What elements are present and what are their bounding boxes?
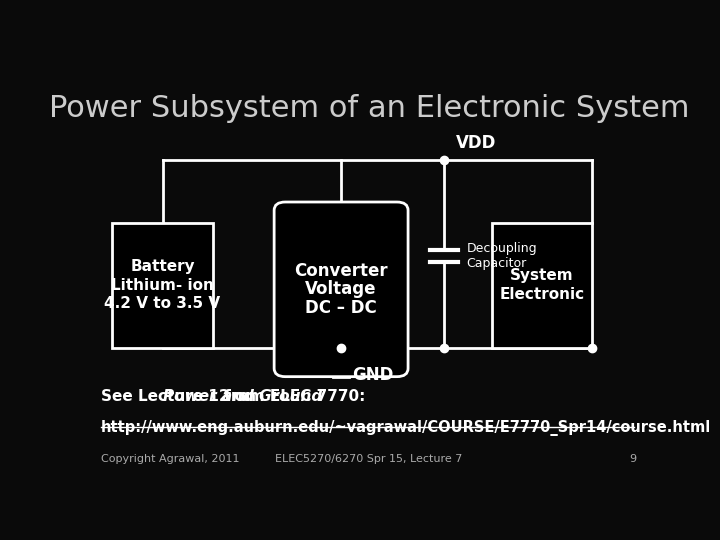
Text: VDD: VDD [456, 134, 496, 152]
Text: Power and Ground: Power and Ground [163, 389, 323, 404]
Bar [112, 223, 213, 348]
Text: Lithium- ion: Lithium- ion [111, 278, 214, 293]
Text: Decoupling
Capacitor: Decoupling Capacitor [467, 242, 537, 270]
Text: GND: GND [352, 366, 394, 383]
Text: DC – DC: DC – DC [305, 299, 377, 317]
Text: ELEC5270/6270 Spr 15, Lecture 7: ELEC5270/6270 Spr 15, Lecture 7 [275, 454, 463, 464]
Text: 4.2 V to 3.5 V: 4.2 V to 3.5 V [104, 296, 220, 312]
Text: Electronic: Electronic [500, 287, 585, 302]
FancyBboxPatch shape [274, 202, 408, 377]
Text: http://www.eng.auburn.edu/~vagrawal/COURSE/E7770_Spr14/course.html: http://www.eng.auburn.edu/~vagrawal/COUR… [101, 420, 711, 436]
Text: Voltage: Voltage [305, 280, 377, 298]
Text: System: System [510, 268, 574, 284]
Text: from ELEC 7770:: from ELEC 7770: [219, 389, 365, 404]
Text: Battery: Battery [130, 259, 195, 274]
Text: Power Subsystem of an Electronic System: Power Subsystem of an Electronic System [49, 94, 689, 123]
Text: 9: 9 [630, 454, 637, 464]
Text: Converter: Converter [294, 261, 388, 280]
Text: See Lecture 12 on: See Lecture 12 on [101, 389, 261, 404]
Bar [492, 223, 592, 348]
Text: Copyright Agrawal, 2011: Copyright Agrawal, 2011 [101, 454, 240, 464]
